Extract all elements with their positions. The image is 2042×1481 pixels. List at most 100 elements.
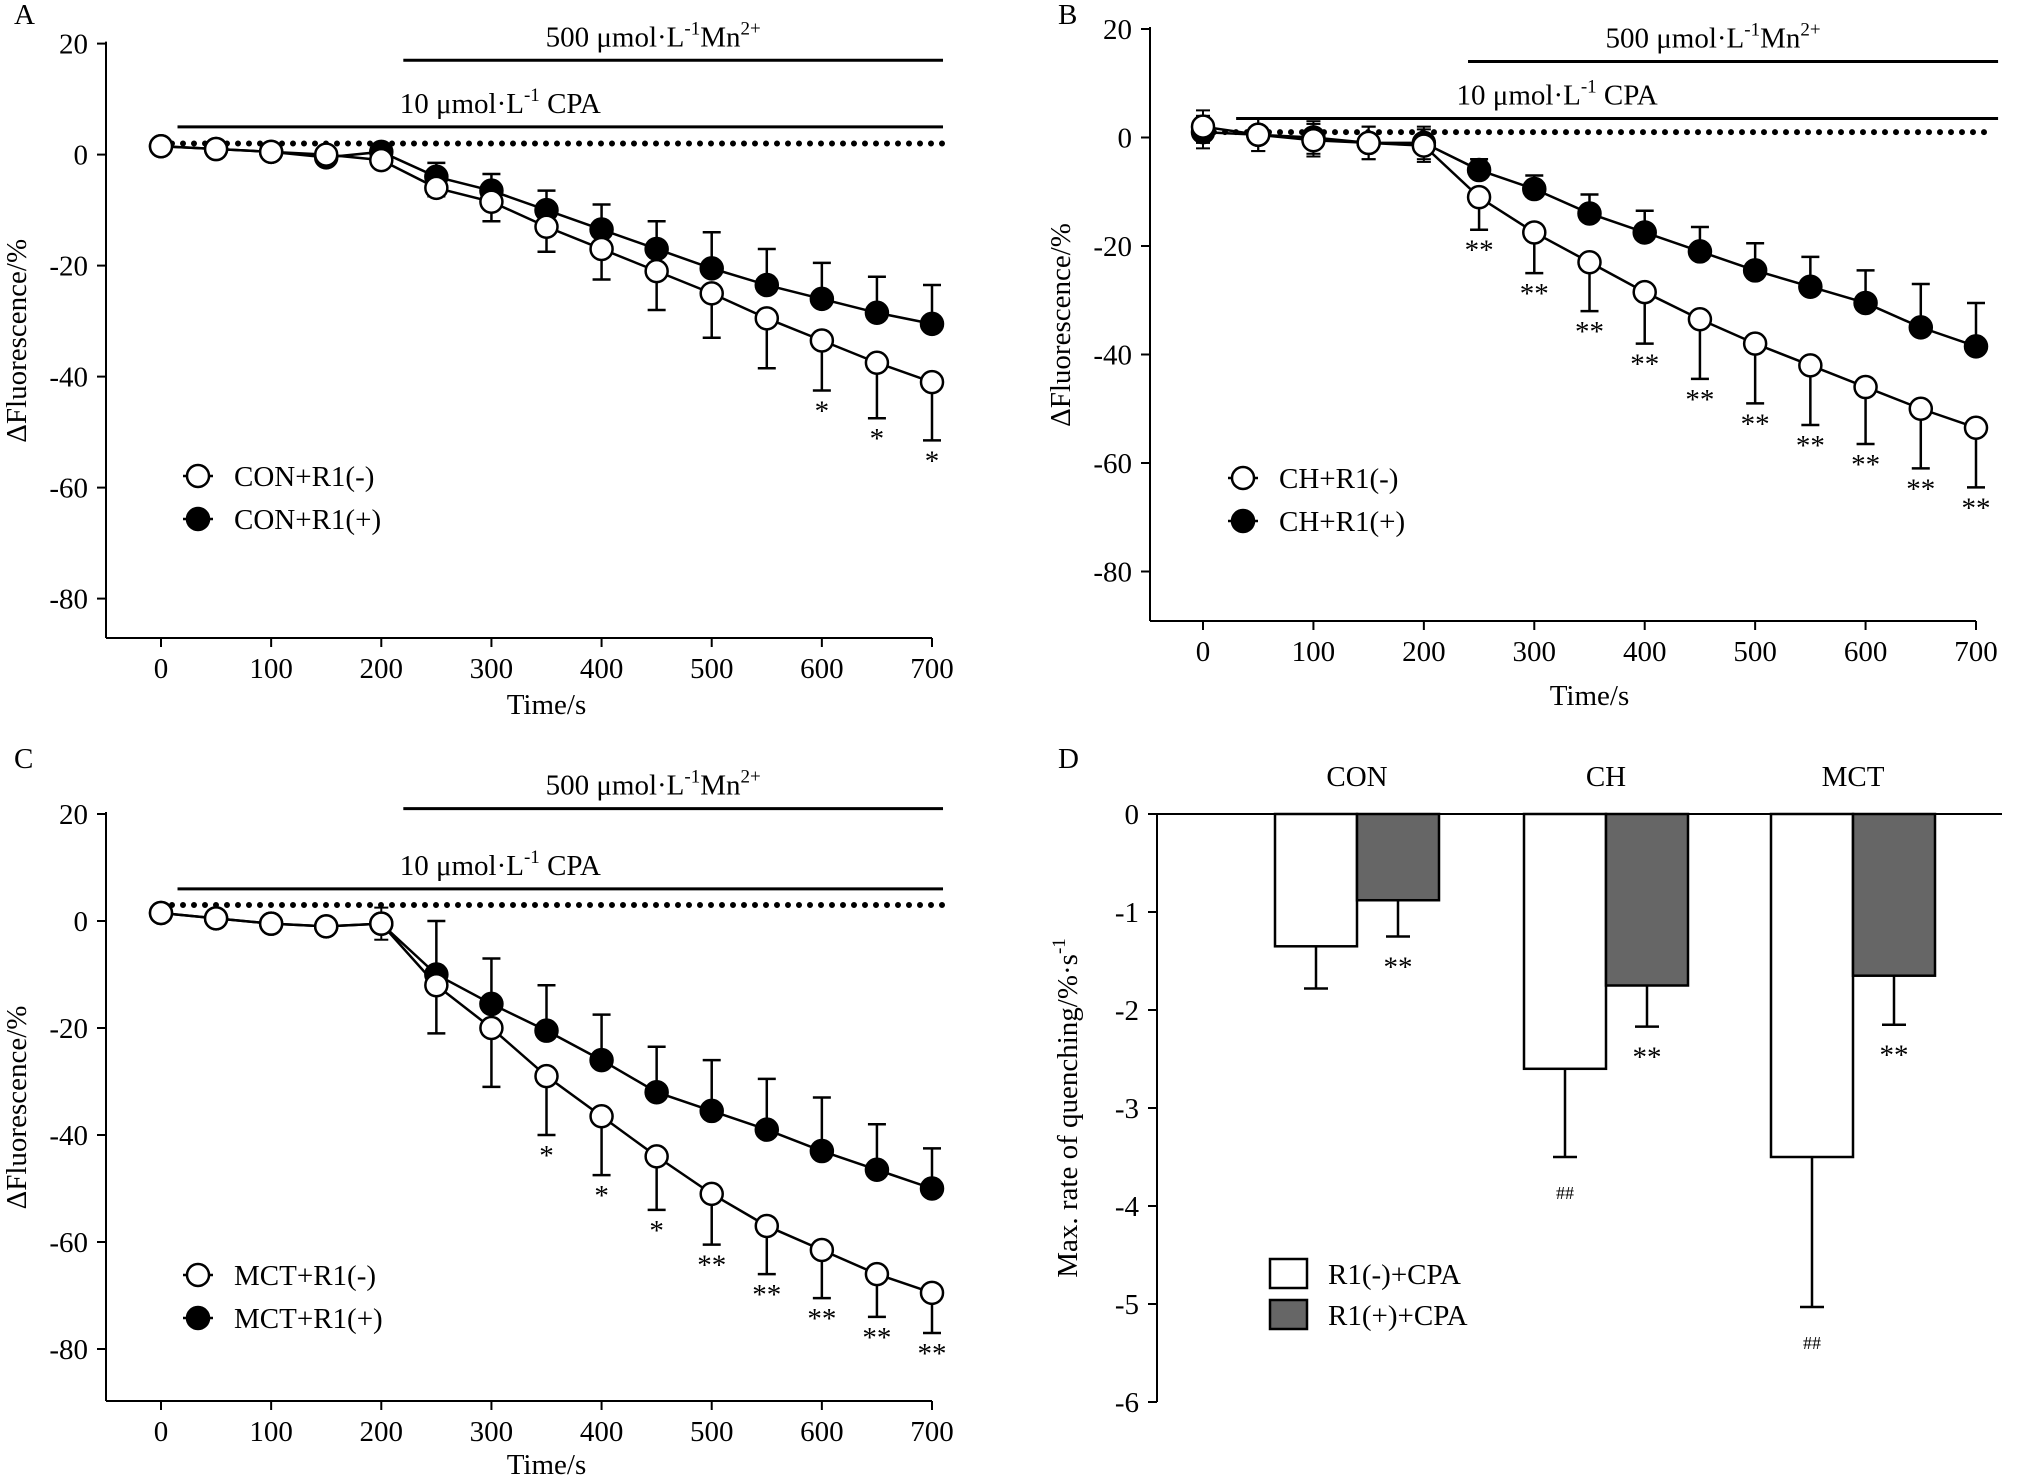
open-marker	[864, 350, 890, 375]
open-marker	[1411, 133, 1437, 158]
y-tick-label: 20	[59, 29, 88, 61]
treatment-label-text: 500 μmol·L	[546, 21, 685, 53]
open-marker	[258, 139, 284, 165]
y-tick-label: -6	[1115, 1387, 1139, 1419]
y-tick-label: -80	[49, 584, 88, 616]
panel-letter: A	[14, 0, 35, 31]
y-tick-label: -60	[49, 473, 88, 505]
x-tick-label: 500	[690, 1416, 734, 1448]
treatment-label-text: 10 μmol·L	[400, 850, 524, 882]
open-marker	[1522, 220, 1547, 245]
significance-marker: **	[697, 1250, 726, 1282]
filled-marker	[809, 286, 835, 312]
panel-letter: C	[14, 743, 33, 775]
bar	[1273, 812, 1359, 948]
treatment-label-text: Mn	[700, 770, 741, 802]
x-tick-label: 600	[800, 653, 844, 685]
x-tick-label: 100	[1292, 636, 1336, 668]
open-marker	[369, 147, 394, 173]
y-tick-label: 0	[1118, 123, 1133, 155]
open-marker	[1798, 353, 1823, 378]
filled-marker	[1466, 157, 1492, 183]
treatment-label-text: CPA	[540, 88, 601, 120]
y-tick-label: 20	[59, 799, 88, 831]
legend-label: R1(+)+CPA	[1328, 1300, 1468, 1332]
y-axis-label-text: Max. rate of quenching/%·s	[1052, 954, 1084, 1278]
significance-marker: *	[594, 1180, 609, 1212]
open-marker	[809, 328, 835, 353]
significance-marker: **	[1384, 952, 1413, 984]
hash-annotation: ##	[1803, 1333, 1821, 1353]
open-marker	[1301, 127, 1326, 153]
treatment-label-text: Mn	[1760, 23, 1801, 55]
legend-label: CON+R1(-)	[234, 461, 374, 493]
treatment-label: 10 μmol·L-1 CPA	[400, 85, 601, 120]
x-tick-label: 700	[1954, 636, 1998, 668]
x-tick-label: 700	[910, 1416, 954, 1448]
filled-marker	[1853, 290, 1878, 316]
x-tick-label: 0	[1196, 636, 1211, 668]
filled-marker	[864, 300, 890, 326]
x-tick-label: 400	[1623, 636, 1667, 668]
significance-marker: **	[1633, 1042, 1662, 1074]
treatment-label: 10 μmol·L-1 CPA	[400, 847, 601, 882]
significance-marker: **	[1575, 316, 1604, 348]
legend-label: R1(-)+CPA	[1328, 1259, 1461, 1291]
legend-swatch	[1268, 1257, 1309, 1290]
hash-annotation: ##	[1556, 1183, 1574, 1203]
open-marker	[864, 1261, 890, 1287]
treatment-label-sup: -1	[1744, 20, 1760, 41]
legend-label: CH+R1(-)	[1279, 463, 1398, 495]
legend-label: MCT+R1(+)	[234, 1303, 383, 1335]
open-marker	[203, 136, 229, 162]
legend-marker	[185, 1305, 211, 1331]
open-marker	[534, 1063, 559, 1089]
significance-marker: **	[1851, 449, 1880, 481]
panel-b: B 200-20-40-60-800 100 200 300 400 500 600 700Ti…	[1045, 0, 1999, 712]
open-marker	[479, 189, 504, 215]
treatment-label: 10 μmol·L-1 CPA	[1457, 77, 1658, 112]
x-tick-label: 500	[1733, 636, 1777, 668]
treatment-label-sup: 2+	[1800, 20, 1820, 41]
filled-marker	[1963, 334, 1989, 359]
significance-marker: *	[925, 445, 940, 477]
y-axis-label: ΔFluorescence/%	[1, 239, 33, 443]
significance-marker: **	[1520, 278, 1549, 310]
significance-marker: *	[815, 395, 830, 427]
open-marker	[424, 175, 449, 201]
significance-marker: **	[1906, 473, 1935, 505]
x-tick-label: 100	[249, 653, 293, 685]
y-tick-label: -40	[49, 362, 88, 394]
legend-label: CH+R1(+)	[1279, 506, 1405, 538]
significance-marker: **	[1630, 349, 1659, 381]
y-tick-label: 0	[1125, 799, 1140, 831]
filled-marker	[644, 1079, 669, 1105]
bar	[1769, 812, 1855, 1159]
open-marker	[644, 1144, 669, 1169]
filled-marker	[754, 272, 780, 298]
y-tick-label: -20	[49, 1013, 88, 1045]
treatment-label-text: 10 μmol·L	[1457, 80, 1581, 112]
legend-marker	[185, 1262, 211, 1288]
x-tick-label: 600	[800, 1416, 844, 1448]
significance-marker: *	[539, 1140, 554, 1172]
filled-marker	[534, 1018, 559, 1043]
x-axis-label: Time/s	[507, 1449, 587, 1481]
x-tick-label: 300	[470, 1416, 514, 1448]
treatment-label-text: Mn	[700, 21, 741, 53]
open-marker	[1190, 114, 1216, 139]
x-tick-label: 600	[1844, 636, 1888, 668]
open-marker	[754, 1213, 780, 1239]
open-marker	[754, 306, 780, 331]
open-marker	[369, 911, 394, 936]
filled-marker	[919, 1176, 945, 1201]
open-marker	[644, 258, 669, 284]
treatment-label-sup: -1	[684, 18, 700, 39]
significance-marker: **	[918, 1338, 947, 1370]
significance-marker: *	[870, 423, 885, 455]
filled-marker	[809, 1138, 835, 1164]
bar	[1355, 812, 1441, 902]
open-marker	[699, 1181, 724, 1207]
